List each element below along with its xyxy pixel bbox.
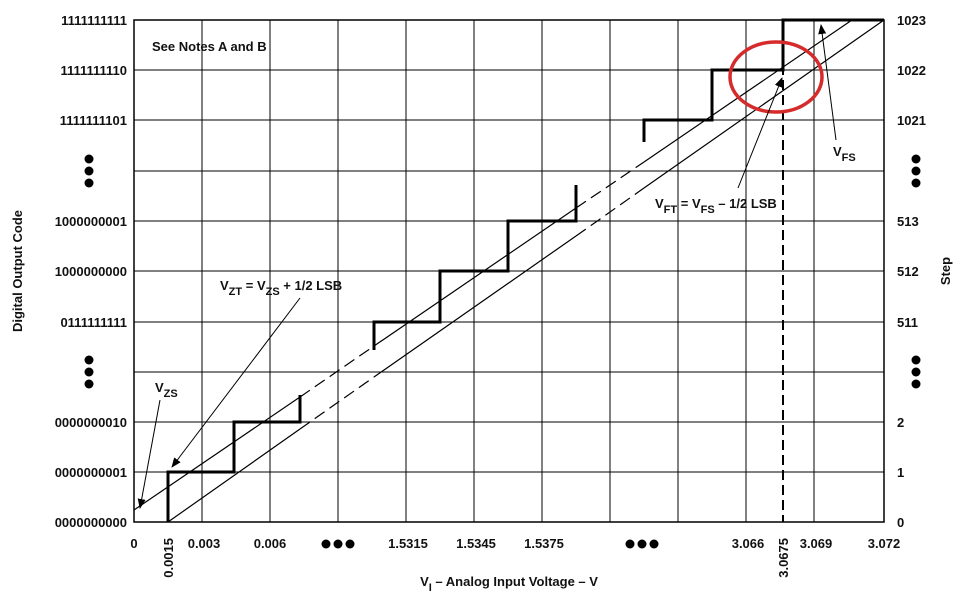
- y2-label: 1023: [897, 13, 926, 28]
- ellipsis-dot: [84, 166, 94, 176]
- text-part: V: [833, 144, 842, 159]
- ellipsis-dot: [911, 367, 921, 377]
- text-part: = V: [677, 196, 701, 211]
- text-part: = V: [242, 278, 266, 293]
- text-part: FS: [701, 204, 715, 216]
- x-label: 1.5315: [388, 536, 428, 551]
- y2-axis-title: Step: [938, 257, 953, 285]
- ellipsis-dot: [84, 379, 94, 389]
- x-label: 0.006: [254, 536, 287, 551]
- x-label: 1.5345: [456, 536, 496, 551]
- y-axis-title: Digital Output Code: [10, 210, 25, 332]
- x-label: 0.003: [188, 536, 221, 551]
- x-label: 3.072: [868, 536, 901, 551]
- text-part: FT: [664, 204, 678, 216]
- ellipsis-dot: [911, 379, 921, 389]
- text-part: ZS: [164, 388, 178, 400]
- ellipsis-dot: [625, 539, 635, 549]
- y2-label: 513: [897, 214, 919, 229]
- y-label: 0111111111: [60, 315, 127, 330]
- x-axis-title: VI – Analog Input Voltage – V: [420, 574, 598, 594]
- vzs-label: VZS: [155, 380, 178, 400]
- note: See Notes A and B: [152, 39, 267, 54]
- text-part: – Analog Input Voltage – V: [432, 574, 598, 589]
- y-label: 1111111111: [61, 13, 127, 28]
- x-label: 0: [130, 536, 137, 551]
- x-label: 0.0015: [161, 538, 176, 578]
- ellipsis-dot: [84, 154, 94, 164]
- text-part: V: [420, 574, 429, 589]
- text-part: I: [429, 582, 432, 594]
- text-part: ZS: [266, 286, 280, 298]
- ellipsis-dot: [637, 539, 647, 549]
- y2-label: 1: [897, 465, 904, 480]
- text-part: – 1/2 LSB: [715, 196, 777, 211]
- ellipsis-dot: [911, 154, 921, 164]
- ellipsis-dot: [345, 539, 355, 549]
- text-part: + 1/2 LSB: [280, 278, 343, 293]
- y2-label: 1022: [897, 63, 926, 78]
- vfs-label: VFS: [833, 144, 856, 164]
- text-part: V: [220, 278, 229, 293]
- text-part: V: [655, 196, 664, 211]
- ellipsis-dot: [333, 539, 343, 549]
- ellipsis-dot: [911, 355, 921, 365]
- x-label: 3.069: [800, 536, 833, 551]
- x-label: 3.066: [732, 536, 765, 551]
- y2-label: 512: [897, 264, 919, 279]
- labels: 1111111111111111111011111111011000000001…: [10, 13, 953, 594]
- text-part: V: [155, 380, 164, 395]
- y2-label: 511: [897, 315, 918, 330]
- arrows: [137, 24, 837, 509]
- y2-label: 2: [897, 415, 904, 430]
- ellipsis-dot: [84, 178, 94, 188]
- text-part: ZT: [229, 286, 243, 298]
- vft-label: VFT = VFS – 1/2 LSB: [655, 196, 777, 216]
- plot-frame: [133, 19, 885, 523]
- highlight: [728, 40, 824, 114]
- y-label: 1000000001: [55, 214, 127, 229]
- y-label: 0000000001: [55, 465, 127, 480]
- ellipsis-dot: [649, 539, 659, 549]
- y2-label: 0: [897, 515, 904, 530]
- y-label: 0000000000: [55, 515, 127, 530]
- y-label: 0000000010: [55, 415, 127, 430]
- vzt-label: VZT = VZS + 1/2 LSB: [220, 278, 342, 298]
- ideal-lines: [133, 19, 885, 523]
- y2-label: 1021: [897, 113, 926, 128]
- x-label: 1.5375: [524, 536, 564, 551]
- x-label: 3.0675: [776, 538, 791, 578]
- ellipsis-dot: [911, 166, 921, 176]
- ellipsis-dot: [911, 178, 921, 188]
- ellipsis-dot: [84, 355, 94, 365]
- y-label: 1111111110: [60, 63, 127, 78]
- y-label: 1000000000: [55, 264, 127, 279]
- y-label: 1111111101: [60, 113, 127, 128]
- ellipsis-dot: [321, 539, 331, 549]
- text-part: FS: [842, 152, 856, 164]
- ellipsis-dot: [84, 367, 94, 377]
